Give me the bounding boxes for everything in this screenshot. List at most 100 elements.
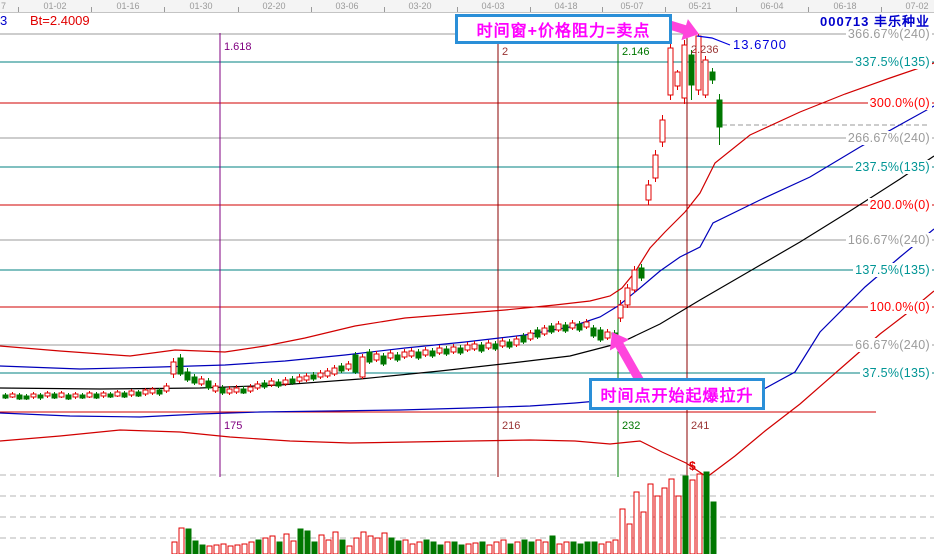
candle-body [16,394,23,400]
candle-body [163,385,170,392]
launch-arrow [609,332,645,386]
candle-body [289,378,296,384]
candle-body [674,71,681,87]
volume-bar [185,528,192,554]
candle-body [583,321,590,328]
volume-bar [654,495,661,554]
candle-body [352,354,359,373]
candle-body [373,353,380,361]
candle-body [128,390,135,396]
candle-body [261,382,268,388]
date-axis-tick [91,7,92,12]
volume-bar [192,540,199,554]
event-line-top-label: 2 [502,46,509,58]
volume-bar [430,541,437,554]
volume-bar [178,527,185,554]
volume-bar [255,539,262,554]
candle-body [254,383,261,389]
stock-code-name: 000713 丰乐种业 [820,14,930,29]
event-line-top-label: 1.618 [224,41,252,53]
candle-body [520,335,527,343]
candle-body [429,350,436,357]
volume-bar [563,541,570,554]
volume-bar [290,540,297,554]
candle-body [142,389,149,395]
date-label-02-20: 02-20 [262,1,286,11]
candle-body [275,381,282,387]
event-line-bottom-label: 175 [224,420,243,432]
volume-bar [409,543,416,554]
volume-bar [353,537,360,554]
volume-bar [213,544,220,554]
candle-body [44,392,51,397]
sell-point-callout-box: 时间窗+价格阻力=卖点 [455,14,672,44]
date-label-01-16: 01-16 [116,1,140,11]
candle-body [58,392,65,398]
left-edge-digit: 3 [0,13,8,28]
candle-body [338,365,345,372]
candle-body [408,350,415,357]
candle-body [184,371,191,381]
volume-bar [675,495,682,554]
candle-body [485,342,492,349]
volume-bar [311,541,318,554]
candle-body [100,392,107,397]
candle-body [471,343,478,350]
volume-bar [402,539,409,554]
upper-band-red-line [0,62,934,357]
date-label-04-18: 04-18 [554,1,578,11]
volume-bar [283,533,290,554]
candle-body [617,304,624,319]
candle-body [107,393,114,398]
candle-body [93,393,100,399]
candle-body [702,59,709,96]
percent-level-label: 300.0%(0) [867,96,932,110]
volume-bar [633,491,640,554]
candle-body [401,351,408,358]
volume-bar [507,543,514,554]
event-line-bottom-label: 216 [502,420,521,432]
candle-body [541,327,548,335]
date-label-04-03: 04-03 [481,1,505,11]
volume-bar [479,541,486,554]
volume-bar [367,535,374,554]
date-label-07-02: 07-02 [905,1,929,11]
candle-body [604,331,611,339]
candle-body [590,327,597,337]
date-axis-tick [881,7,882,12]
candle-body [191,376,198,384]
candle-body [624,287,631,306]
volume-bar [458,544,465,554]
volume-bar [647,483,654,554]
volume-bar [661,487,668,554]
volume-bar [199,544,206,554]
candle-body [23,395,30,400]
volume-bar [227,545,234,554]
volume-bar [486,544,493,554]
candle-body [72,393,79,398]
candle-body [114,391,121,397]
date-label-05-21: 05-21 [688,1,712,11]
candle-body [688,54,695,86]
date-label-01-30: 01-30 [189,1,213,11]
date-axis-tick [384,7,385,12]
volume-bar [598,543,605,554]
volume-bar [346,545,353,554]
volume-bar [591,541,598,554]
candle-body [492,343,499,350]
percent-level-label: 366.67%(240) [845,27,932,41]
candle-body [317,372,324,378]
volume-bar [423,539,430,554]
date-axis-tick [808,7,809,12]
candle-body [436,347,443,354]
percent-level-label: 100.0%(0) [867,300,932,314]
candle-body [198,378,205,385]
volume-bar [248,541,255,554]
date-axis-tick [164,7,165,12]
volume-bar [171,541,178,554]
sell-point-callout-text: 时间窗+价格阻力=卖点 [476,23,651,40]
volume-bar [206,545,213,554]
peak-price-callout-line [696,35,731,46]
percent-level-label: 137.5%(135) [853,263,932,277]
